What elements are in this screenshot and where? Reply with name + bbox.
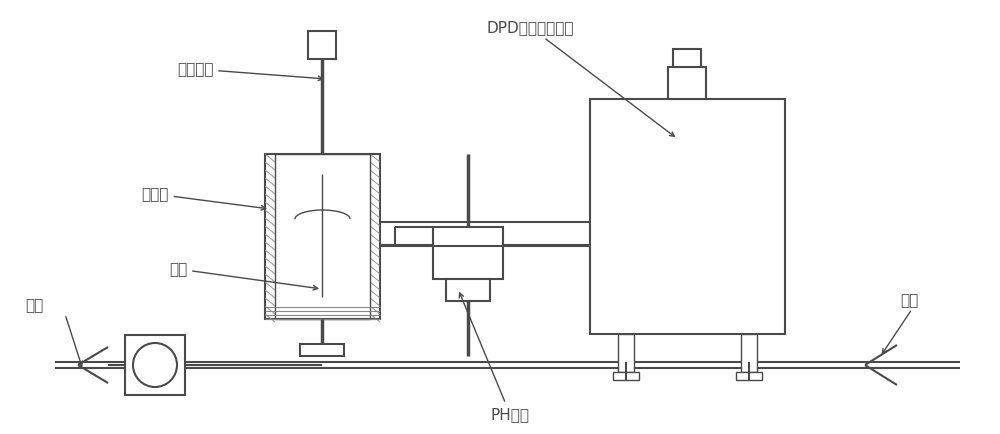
Bar	[741, 334, 757, 372]
Text: 余氯电极: 余氯电极	[177, 62, 323, 81]
Bar	[300, 344, 344, 356]
Text: 样品: 样品	[169, 262, 318, 290]
Text: 进样: 进样	[25, 297, 43, 312]
Bar	[668, 68, 706, 100]
Bar	[265, 155, 380, 319]
Bar	[590, 100, 785, 334]
Text: PH电极: PH电极	[459, 293, 530, 421]
Circle shape	[133, 343, 177, 387]
Text: 流通池: 流通池	[141, 187, 266, 210]
Bar	[308, 32, 336, 60]
Bar	[618, 334, 634, 372]
Bar	[275, 155, 370, 319]
Bar	[673, 50, 701, 68]
Bar	[433, 227, 503, 279]
Bar	[446, 279, 490, 301]
Text: DPD比色双检测器: DPD比色双检测器	[486, 20, 674, 137]
Bar	[125, 335, 185, 395]
Bar	[736, 372, 762, 380]
Bar	[613, 372, 639, 380]
Text: 出样: 出样	[900, 293, 918, 307]
